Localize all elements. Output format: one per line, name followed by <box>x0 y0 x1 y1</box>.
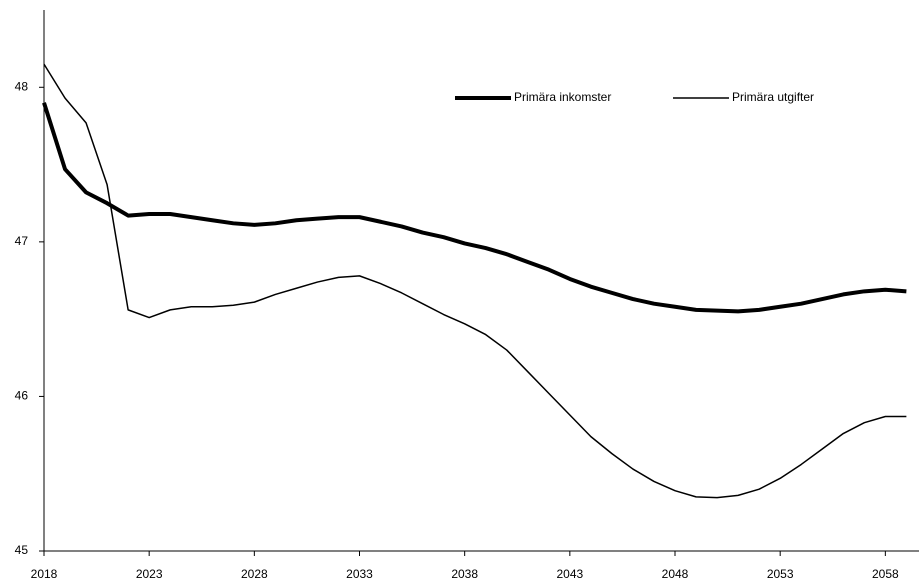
x-tick-label: 2038 <box>451 567 478 581</box>
x-tick-label: 2018 <box>31 567 58 581</box>
x-tick-label: 2033 <box>346 567 373 581</box>
x-tick-label: 2043 <box>556 567 583 581</box>
y-tick-label: 47 <box>15 234 29 248</box>
y-tick-label: 45 <box>15 543 29 557</box>
x-tick-label: 2058 <box>872 567 899 581</box>
line-series <box>43 63 907 499</box>
legend-label: Primära inkomster <box>514 90 611 104</box>
x-tick-label: 2053 <box>767 567 794 581</box>
y-tick-label: 46 <box>15 389 29 403</box>
line-series <box>42 102 907 314</box>
y-tick-label: 48 <box>15 79 29 93</box>
legend-label: Primära utgifter <box>732 90 814 104</box>
x-tick-label: 2028 <box>241 567 268 581</box>
x-tick-label: 2023 <box>136 567 163 581</box>
x-tick-label: 2048 <box>662 567 689 581</box>
